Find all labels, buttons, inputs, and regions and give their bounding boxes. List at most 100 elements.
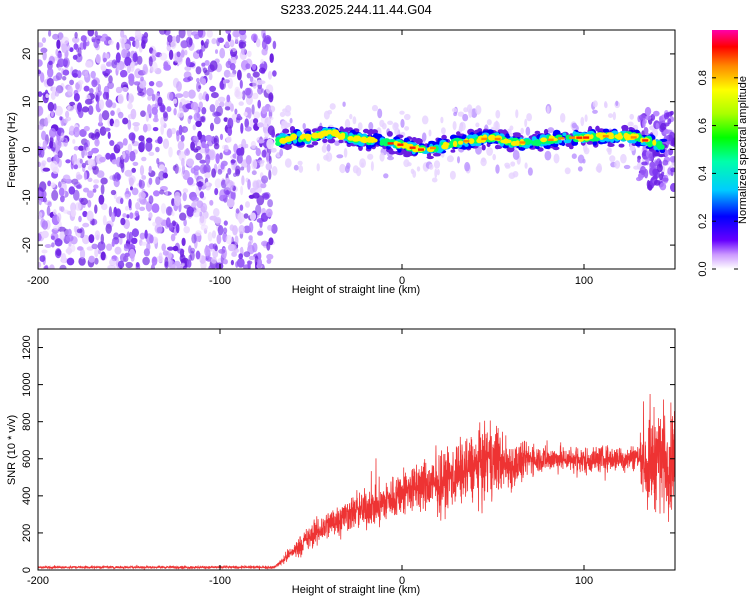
noise-blob xyxy=(127,102,133,110)
noise-blob xyxy=(239,79,243,89)
noise-blob xyxy=(105,152,111,160)
noise-blob xyxy=(184,148,191,156)
y-tick-label: 600 xyxy=(21,450,33,468)
noise-blob xyxy=(195,250,201,260)
noise-blob xyxy=(252,63,257,71)
signal-halo xyxy=(344,118,351,129)
signal-halo xyxy=(462,113,469,122)
edge-blob xyxy=(663,128,669,135)
noise-blob xyxy=(226,198,235,208)
noise-blob xyxy=(227,77,233,89)
ridge-blob xyxy=(659,138,668,142)
ridge-blob xyxy=(659,144,665,150)
noise-blob xyxy=(234,108,238,115)
noise-blob xyxy=(157,136,163,145)
noise-blob xyxy=(257,159,265,164)
ridge-blob xyxy=(464,143,469,147)
noise-blob xyxy=(60,195,65,203)
noise-blob xyxy=(179,212,187,221)
signal-halo xyxy=(416,166,421,172)
signal-halo xyxy=(452,121,457,131)
edge-blob xyxy=(653,179,661,186)
noise-blob xyxy=(82,106,89,113)
noise-blob xyxy=(165,206,173,216)
noise-blob xyxy=(183,226,190,234)
edge-blob xyxy=(655,122,660,130)
noise-blob xyxy=(240,122,244,134)
noise-blob xyxy=(131,237,138,244)
noise-blob xyxy=(230,159,236,164)
noise-blob xyxy=(124,205,129,211)
noise-blob xyxy=(102,215,107,226)
signal-halo xyxy=(387,120,394,126)
noise-blob xyxy=(112,174,116,182)
noise-blob xyxy=(255,38,261,48)
noise-blob xyxy=(142,63,148,75)
noise-blob xyxy=(230,259,234,266)
noise-blob xyxy=(107,131,111,139)
signal-halo xyxy=(293,164,299,171)
ridge-blob xyxy=(614,134,622,139)
signal-halo xyxy=(352,116,357,125)
noise-blob xyxy=(80,197,88,205)
noise-blob xyxy=(44,264,49,269)
signal-halo xyxy=(526,113,532,122)
noise-blob xyxy=(248,221,254,233)
noise-blob xyxy=(82,222,90,228)
ridge-blob xyxy=(371,129,378,135)
noise-blob xyxy=(196,181,204,187)
noise-blob xyxy=(97,83,102,93)
noise-blob xyxy=(238,41,247,49)
noise-blob xyxy=(77,47,82,58)
signal-halo xyxy=(512,171,519,178)
ridge-blob xyxy=(481,144,486,151)
noise-blob xyxy=(107,39,114,45)
ridge-blob xyxy=(311,141,319,146)
colorbar-label: Normalized spectral amplitude xyxy=(737,76,749,224)
signal-halo xyxy=(495,164,500,174)
y-tick-label: 10 xyxy=(21,96,33,108)
noise-blob xyxy=(91,79,98,88)
noise-blob xyxy=(141,175,147,180)
noise-blob xyxy=(87,199,92,208)
ridge-blob xyxy=(458,140,464,145)
noise-blob xyxy=(243,251,251,258)
noise-blob xyxy=(49,128,57,138)
ridge-peak xyxy=(463,140,470,143)
ridge-blob xyxy=(304,133,312,140)
snr-series-line xyxy=(38,393,675,570)
signal-halo xyxy=(357,122,363,131)
noise-blob xyxy=(191,196,199,202)
noise-blob xyxy=(201,141,206,149)
signal-halo xyxy=(584,114,588,122)
noise-blob xyxy=(252,71,260,78)
noise-blob xyxy=(243,111,248,117)
noise-blob xyxy=(168,49,174,60)
noise-blob xyxy=(238,253,243,260)
noise-blob xyxy=(224,106,231,111)
noise-blob xyxy=(246,72,251,79)
signal-halo xyxy=(406,162,412,167)
noise-blob xyxy=(170,127,177,135)
noise-blob xyxy=(51,242,55,248)
noise-blob xyxy=(72,36,80,44)
ridge-blob xyxy=(282,128,290,134)
ridge-blob xyxy=(292,135,297,140)
signal-halo xyxy=(596,163,602,174)
noise-blob xyxy=(75,202,82,211)
noise-blob xyxy=(58,181,62,188)
ridge-blob xyxy=(533,139,542,144)
noise-blob xyxy=(204,144,210,154)
noise-blob xyxy=(127,93,134,104)
y-tick-label: -10 xyxy=(21,189,33,205)
signal-halo xyxy=(421,132,427,142)
noise-blob xyxy=(47,101,55,112)
noise-blob xyxy=(65,159,71,164)
noise-blob xyxy=(190,141,196,151)
noise-blob xyxy=(212,243,218,250)
noise-blob xyxy=(126,231,131,242)
edge-blob xyxy=(672,140,675,145)
noise-blob xyxy=(66,257,75,266)
ridge-peak xyxy=(583,136,590,139)
signal-halo xyxy=(298,165,304,173)
